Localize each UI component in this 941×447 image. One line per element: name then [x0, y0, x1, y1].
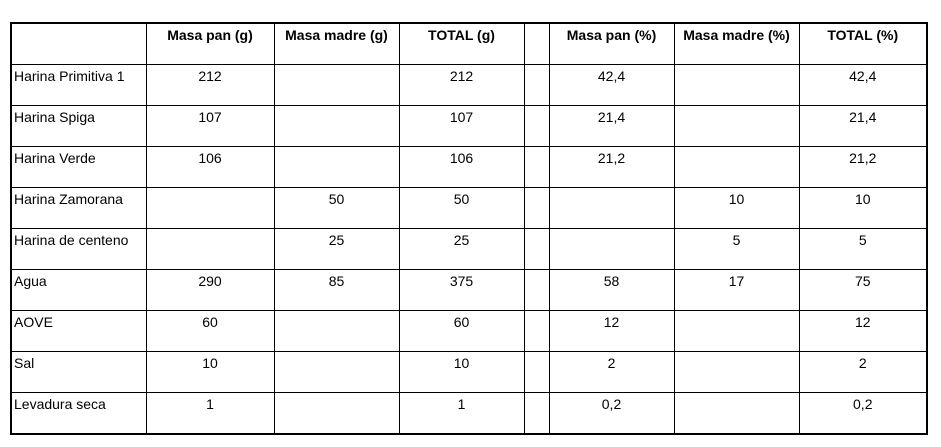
- value-cell: 60: [398, 310, 525, 352]
- column-header-masa-pan-g: Masa pan (g): [145, 22, 275, 65]
- value-cell: 106: [145, 146, 275, 188]
- separator-cell: [523, 105, 550, 147]
- value-cell: 2: [548, 351, 675, 393]
- value-cell: [673, 64, 800, 106]
- value-cell: 0,2: [548, 392, 675, 435]
- value-cell: 58: [548, 269, 675, 311]
- row-label-cell: Agua: [10, 269, 147, 311]
- table-row: Harina Primitiva 1 212 212 42,4 42,4: [10, 64, 928, 106]
- value-cell: [145, 228, 275, 270]
- value-cell: [673, 310, 800, 352]
- row-label-cell: Harina Spiga: [10, 105, 147, 147]
- value-cell: 50: [398, 187, 525, 229]
- value-cell: 75: [798, 269, 928, 311]
- value-cell: [273, 392, 400, 435]
- row-label-cell: AOVE: [10, 310, 147, 352]
- value-cell: 21,2: [548, 146, 675, 188]
- separator-cell: [523, 228, 550, 270]
- separator-cell: [523, 269, 550, 311]
- value-cell: 42,4: [548, 64, 675, 106]
- value-cell: [273, 146, 400, 188]
- value-cell: [548, 187, 675, 229]
- value-cell: [673, 146, 800, 188]
- column-header-separator: [523, 22, 550, 65]
- value-cell: 1: [398, 392, 525, 435]
- value-cell: 50: [273, 187, 400, 229]
- table-row: Harina Spiga 107 107 21,4 21,4: [10, 105, 928, 147]
- table-row: Agua 290 85 375 58 17 75: [10, 269, 928, 311]
- value-cell: 10: [798, 187, 928, 229]
- value-cell: 25: [273, 228, 400, 270]
- separator-cell: [523, 187, 550, 229]
- value-cell: 212: [145, 64, 275, 106]
- column-header-masa-madre-pct: Masa madre (%): [673, 22, 800, 65]
- separator-cell: [523, 351, 550, 393]
- table-row: Harina de centeno 25 25 5 5: [10, 228, 928, 270]
- value-cell: 107: [398, 105, 525, 147]
- row-label-cell: Harina Verde: [10, 146, 147, 188]
- separator-cell: [523, 146, 550, 188]
- value-cell: 1: [145, 392, 275, 435]
- table-row: Harina Zamorana 50 50 10 10: [10, 187, 928, 229]
- value-cell: 10: [673, 187, 800, 229]
- recipe-table: Masa pan (g) Masa madre (g) TOTAL (g) Ma…: [10, 22, 928, 435]
- header-row: Masa pan (g) Masa madre (g) TOTAL (g) Ma…: [10, 22, 928, 65]
- column-header-total-g: TOTAL (g): [398, 22, 525, 65]
- separator-cell: [523, 392, 550, 435]
- value-cell: 0,2: [798, 392, 928, 435]
- row-label-cell: Harina Primitiva 1: [10, 64, 147, 106]
- value-cell: 25: [398, 228, 525, 270]
- value-cell: 5: [673, 228, 800, 270]
- value-cell: [673, 351, 800, 393]
- value-cell: 10: [145, 351, 275, 393]
- value-cell: [673, 392, 800, 435]
- value-cell: [273, 351, 400, 393]
- value-cell: [145, 187, 275, 229]
- value-cell: 12: [548, 310, 675, 352]
- value-cell: 21,4: [548, 105, 675, 147]
- table-row: AOVE 60 60 12 12: [10, 310, 928, 352]
- separator-cell: [523, 310, 550, 352]
- value-cell: 17: [673, 269, 800, 311]
- value-cell: 21,2: [798, 146, 928, 188]
- value-cell: 85: [273, 269, 400, 311]
- value-cell: 290: [145, 269, 275, 311]
- value-cell: 5: [798, 228, 928, 270]
- column-header-masa-pan-pct: Masa pan (%): [548, 22, 675, 65]
- value-cell: 106: [398, 146, 525, 188]
- column-header-masa-madre-g: Masa madre (g): [273, 22, 400, 65]
- value-cell: 212: [398, 64, 525, 106]
- value-cell: 12: [798, 310, 928, 352]
- row-label-cell: Harina Zamorana: [10, 187, 147, 229]
- value-cell: 375: [398, 269, 525, 311]
- row-label-cell: Sal: [10, 351, 147, 393]
- column-header-empty: [10, 22, 147, 65]
- separator-cell: [523, 64, 550, 106]
- value-cell: 107: [145, 105, 275, 147]
- table-row: Levadura seca 1 1 0,2 0,2: [10, 392, 928, 435]
- value-cell: [273, 310, 400, 352]
- value-cell: [273, 105, 400, 147]
- value-cell: 21,4: [798, 105, 928, 147]
- table-row: Sal 10 10 2 2: [10, 351, 928, 393]
- value-cell: 60: [145, 310, 275, 352]
- value-cell: [548, 228, 675, 270]
- value-cell: 10: [398, 351, 525, 393]
- column-header-total-pct: TOTAL (%): [798, 22, 928, 65]
- row-label-cell: Levadura seca: [10, 392, 147, 435]
- value-cell: 42,4: [798, 64, 928, 106]
- row-label-cell: Harina de centeno: [10, 228, 147, 270]
- table-row: Harina Verde 106 106 21,2 21,2: [10, 146, 928, 188]
- value-cell: [273, 64, 400, 106]
- value-cell: [673, 105, 800, 147]
- value-cell: 2: [798, 351, 928, 393]
